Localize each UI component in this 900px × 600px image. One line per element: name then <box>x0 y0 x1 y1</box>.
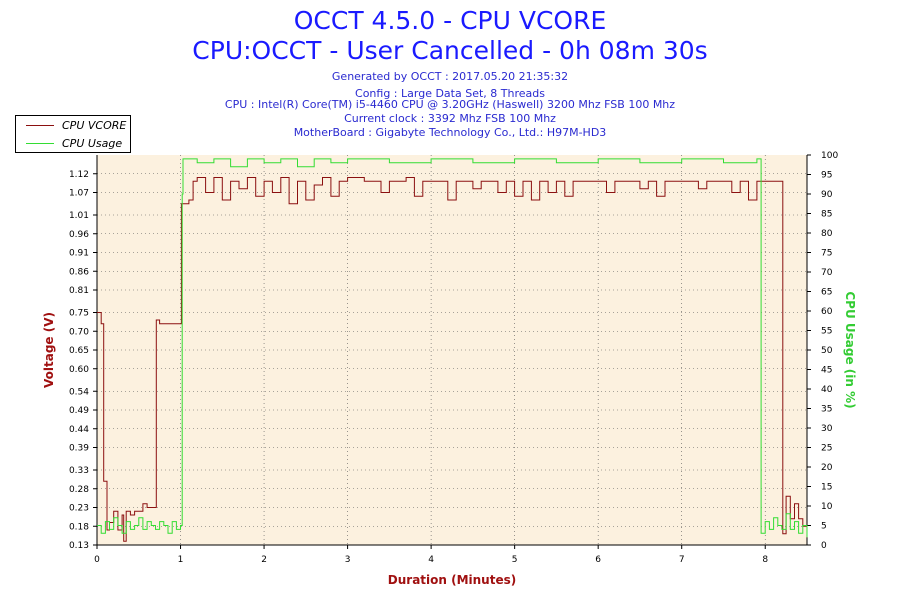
y2-tick-label: 80 <box>821 229 833 239</box>
x-axis-label: Duration (Minutes) <box>388 573 516 587</box>
y-axis-label: Voltage (V) <box>42 312 56 388</box>
y-tick-label: 0.54 <box>69 387 89 397</box>
y2-tick-label: 85 <box>821 210 832 220</box>
y-tick-label: 0.39 <box>69 444 89 454</box>
y-tick-label: 0.70 <box>69 327 89 337</box>
x-tick-label: 2 <box>261 555 267 565</box>
y2-tick-label: 100 <box>821 151 838 161</box>
y2-tick-label: 60 <box>821 307 833 317</box>
y-tick-label: 0.81 <box>69 286 89 296</box>
info-clock: Current clock : 3392 Mhz FSB 100 Mhz <box>344 112 556 125</box>
y-tick-label: 0.49 <box>69 406 89 416</box>
y-tick-label: 0.86 <box>69 267 89 277</box>
y-tick-label: 0.28 <box>69 485 89 495</box>
y2-tick-label: 10 <box>821 502 833 512</box>
x-tick-label: 8 <box>762 555 768 565</box>
y-tick-label: 0.13 <box>69 541 89 551</box>
y2-tick-label: 95 <box>821 171 832 181</box>
y2-tick-label: 45 <box>821 366 832 376</box>
y-tick-label: 0.18 <box>69 522 89 532</box>
y-tick-label: 1.07 <box>69 189 89 199</box>
chart-legend: CPU VCORE CPU Usage <box>15 115 131 153</box>
chart-title: OCCT 4.5.0 - CPU VCORE <box>293 6 607 35</box>
y2-tick-label: 55 <box>821 327 832 337</box>
y2-tick-label: 25 <box>821 444 832 454</box>
legend-label-usage: CPU Usage <box>62 136 123 150</box>
y2-tick-label: 35 <box>821 405 832 415</box>
y2-tick-label: 65 <box>821 288 832 298</box>
y-tick-label: 0.75 <box>69 309 89 319</box>
plot-area <box>97 155 807 545</box>
y-tick-label: 0.44 <box>69 425 89 435</box>
y-tick-label: 0.65 <box>69 346 89 356</box>
y-tick-label: 1.01 <box>69 211 89 221</box>
x-tick-label: 3 <box>345 555 351 565</box>
legend-label-vcore: CPU VCORE <box>62 118 127 132</box>
y-tick-label: 0.33 <box>69 466 89 476</box>
y2-tick-label: 15 <box>821 483 832 493</box>
y-tick-label: 0.60 <box>69 365 89 375</box>
legend-item-vcore: CPU VCORE <box>16 116 130 134</box>
series-line-vcore <box>97 177 808 542</box>
y-tick-label: 0.91 <box>69 249 89 259</box>
y2-tick-label: 30 <box>821 424 833 434</box>
y2-tick-label: 20 <box>821 463 833 473</box>
x-tick-label: 5 <box>512 555 518 565</box>
info-generated: Generated by OCCT : 2017.05.20 21:35:32 <box>331 70 569 83</box>
y2-tick-label: 75 <box>821 249 832 259</box>
y2-tick-label: 50 <box>821 346 833 356</box>
y2-tick-label: 5 <box>821 522 827 532</box>
y-tick-label: 0.96 <box>69 230 89 240</box>
x-tick-label: 1 <box>178 555 184 565</box>
series-line-usage <box>97 158 808 538</box>
info-config: Config : Large Data Set, 8 Threads <box>355 87 545 100</box>
y-tick-label: 1.12 <box>69 170 89 180</box>
legend-swatch-vcore <box>26 124 54 126</box>
y2-tick-label: 40 <box>821 385 833 395</box>
x-tick-label: 4 <box>428 555 434 565</box>
info-motherboard: MotherBoard : Gigabyte Technology Co., L… <box>293 126 607 139</box>
y2-tick-label: 0 <box>821 541 827 551</box>
x-tick-label: 6 <box>595 555 601 565</box>
legend-swatch-usage <box>26 142 54 144</box>
y2-tick-label: 70 <box>821 268 833 278</box>
x-tick-label: 0 <box>94 555 100 565</box>
legend-item-usage: CPU Usage <box>16 134 130 152</box>
x-tick-label: 7 <box>679 555 685 565</box>
chart-subtitle: CPU:OCCT - User Cancelled - 0h 08m 30s <box>192 36 708 65</box>
y2-tick-label: 90 <box>821 190 833 200</box>
y2-axis-label: CPU Usage (in %) <box>843 291 857 408</box>
y-tick-label: 0.23 <box>69 504 89 514</box>
info-cpu: CPU : Intel(R) Core(TM) i5-4460 CPU @ 3.… <box>224 98 676 111</box>
